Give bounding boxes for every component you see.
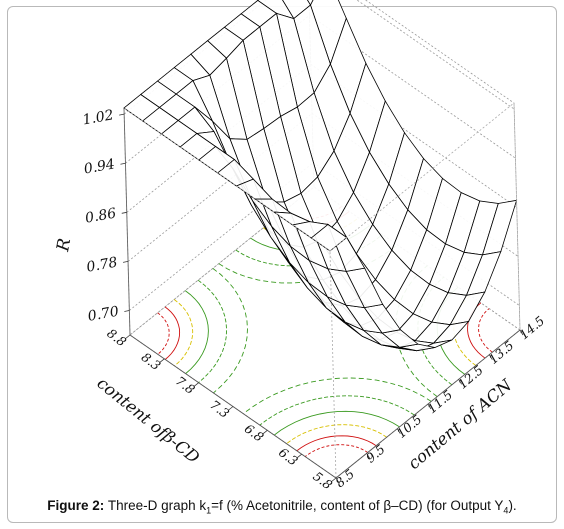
x-tick-mark bbox=[396, 428, 401, 434]
contour-line bbox=[164, 306, 181, 360]
caption-sub-1: 1 bbox=[206, 505, 212, 516]
box-edge bbox=[123, 107, 331, 252]
y-tick-label: 5.8 bbox=[310, 468, 335, 492]
back-wall bbox=[308, 0, 521, 331]
y-tick-mark bbox=[330, 477, 337, 483]
x-tick-label: 13.5 bbox=[486, 338, 517, 367]
surface-cell bbox=[310, 224, 348, 252]
z-tick-mark bbox=[122, 260, 129, 263]
contour-line bbox=[286, 424, 388, 445]
contour-line bbox=[197, 279, 228, 383]
y-tick-mark bbox=[124, 334, 131, 340]
contour-line bbox=[184, 290, 209, 374]
contour-line bbox=[273, 410, 400, 436]
z-axis-title: R bbox=[53, 237, 75, 254]
contour-line bbox=[157, 312, 170, 355]
z-tick-label: 0.94 bbox=[83, 156, 116, 177]
x-tick-mark bbox=[458, 379, 463, 385]
y-tick-mark bbox=[296, 453, 302, 459]
caption-sub-2: 4 bbox=[503, 505, 509, 516]
z-tick-mark bbox=[121, 211, 127, 214]
surface-cell bbox=[306, 0, 314, 6]
y-tick-mark bbox=[159, 358, 165, 364]
x-tick-label: 10.5 bbox=[394, 412, 425, 441]
contour-line bbox=[259, 395, 415, 426]
box-edge bbox=[329, 250, 337, 479]
y-tick-label: 8.8 bbox=[104, 325, 129, 349]
caption-text-a: Three-D graph k bbox=[104, 498, 207, 513]
x-tick-label: 11.5 bbox=[424, 387, 455, 416]
x-tick-mark bbox=[335, 477, 340, 484]
y-tick-label: 6.3 bbox=[276, 445, 301, 469]
y-tick-mark bbox=[262, 430, 268, 435]
contour-line bbox=[478, 308, 493, 353]
z-tick-label: 0.78 bbox=[85, 255, 119, 276]
y-tick-label: 7.3 bbox=[207, 397, 232, 421]
surface-chart: 0.700.780.860.941.025.86.36.87.37.88.38.… bbox=[53, 0, 547, 492]
contour-line bbox=[304, 444, 368, 457]
box-edge bbox=[329, 102, 515, 252]
x-tick-label: 9.5 bbox=[363, 441, 388, 465]
x-tick-mark bbox=[427, 403, 432, 410]
z-axis-line bbox=[123, 107, 131, 336]
z-tick-label: 1.02 bbox=[81, 107, 115, 128]
contour-line bbox=[173, 299, 194, 367]
z-tick-label: 0.86 bbox=[84, 205, 118, 226]
x-tick-label: 12.5 bbox=[455, 362, 486, 391]
contour-line bbox=[296, 435, 377, 452]
response-surface bbox=[123, 0, 518, 352]
figure-caption: Figure 2: Three-D graph k1=f (% Acetonit… bbox=[0, 498, 564, 516]
x-tick-mark bbox=[366, 453, 371, 459]
x-tick-label: 14.5 bbox=[516, 313, 547, 342]
z-tick-mark bbox=[120, 162, 126, 165]
z-tick-mark bbox=[119, 113, 125, 116]
contour-line bbox=[212, 268, 248, 394]
x-tick-mark bbox=[488, 354, 493, 360]
y-tick-label: 7.8 bbox=[173, 373, 198, 397]
box-edge bbox=[513, 102, 521, 331]
y-tick-mark bbox=[193, 382, 199, 387]
caption-lead: Figure 2: bbox=[47, 498, 105, 513]
y-tick-mark bbox=[227, 406, 234, 411]
caption-text-b: =f (% Acetonitrile, content of β–CD) (fo… bbox=[211, 498, 504, 513]
z-tick-label: 0.70 bbox=[87, 304, 121, 325]
x-tick-mark bbox=[519, 329, 524, 336]
y-tick-label: 6.8 bbox=[242, 421, 267, 445]
z-tick-mark bbox=[124, 310, 130, 312]
caption-text-c: ). bbox=[508, 498, 517, 513]
contour-line bbox=[243, 377, 432, 414]
